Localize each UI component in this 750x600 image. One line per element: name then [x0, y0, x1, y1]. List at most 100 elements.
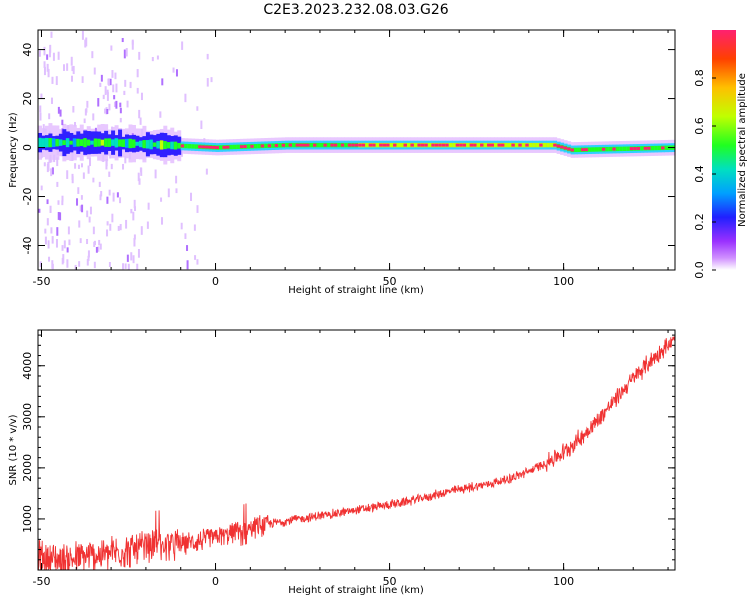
heatmap-cell — [206, 78, 209, 87]
heatmap-cell — [326, 142, 331, 148]
heatmap-cell — [80, 163, 83, 168]
colorbar-ticks: 0.0 0.2 0.4 0.6 0.8 — [693, 69, 716, 279]
heatmap-cell — [250, 144, 255, 148]
heatmap-cell — [344, 142, 349, 148]
y-tick-label: 2000 — [21, 454, 34, 482]
heatmap-cell — [633, 147, 638, 150]
heatmap-cell — [166, 142, 171, 149]
heatmap-cell — [132, 211, 135, 221]
colorbar-tick-label: 0.6 — [693, 117, 706, 135]
heatmap-cell — [123, 90, 126, 96]
heatmap-cell — [83, 118, 86, 124]
heatmap-cell — [79, 238, 82, 244]
heatmap-cell — [511, 143, 516, 147]
heatmap-cell — [382, 143, 387, 147]
colorbar-tick-label: 0.0 — [693, 261, 706, 279]
heatmap-cell — [142, 140, 147, 149]
heatmap-cell — [72, 65, 75, 75]
heatmap-cell — [546, 142, 551, 148]
heatmap-cell — [105, 160, 108, 170]
heatmap-cell — [340, 143, 345, 147]
heatmap-cell — [106, 108, 109, 115]
heatmap-cell — [424, 143, 429, 147]
heatmap-cell — [48, 49, 51, 58]
heatmap-cell — [51, 236, 54, 244]
heatmap-cell — [50, 168, 53, 177]
heatmap-cell — [104, 86, 107, 96]
heatmap-cell — [581, 148, 585, 152]
heatmap-cell — [413, 142, 418, 148]
heatmap-cell — [85, 108, 88, 113]
heatmap-cell — [330, 143, 335, 147]
heatmap-cell — [67, 226, 70, 235]
heatmap-cell — [180, 150, 183, 157]
heatmap-cell — [61, 195, 64, 202]
heatmap-cell — [43, 46, 46, 56]
heatmap-cell — [86, 139, 91, 146]
heatmap-cell — [71, 66, 74, 72]
heatmap-cell — [66, 259, 69, 268]
heatmap-cell — [90, 140, 95, 145]
heatmap-cell — [445, 143, 450, 147]
heatmap-cell — [177, 142, 182, 149]
heatmap-cell — [400, 142, 404, 148]
heatmap-cell — [57, 211, 60, 220]
heatmap-cell — [264, 143, 269, 149]
heatmap-cell — [81, 76, 84, 83]
heatmap-cell — [351, 143, 356, 147]
heatmap-cell — [126, 254, 129, 262]
heatmap-cell — [225, 145, 230, 149]
heatmap-cell — [267, 144, 272, 148]
heatmap-cell — [514, 142, 519, 148]
figure-title: C2E3.2023.232.08.03.G26 — [263, 2, 448, 18]
heatmap-cell — [278, 143, 283, 148]
heatmap-cell — [190, 192, 193, 201]
heatmap-cell — [97, 98, 100, 107]
heatmap-cell — [161, 217, 164, 225]
heatmap-cell — [438, 143, 443, 147]
heatmap-cell — [125, 138, 130, 148]
heatmap-cell — [556, 144, 561, 148]
heatmap-cell — [62, 140, 67, 146]
heatmap-cell — [493, 142, 498, 148]
heatmap-cell — [507, 142, 512, 148]
heatmap-cell — [129, 81, 132, 89]
x-tick-label: 50 — [383, 275, 397, 288]
heatmap-cell — [180, 144, 185, 148]
heatmap-cell — [70, 56, 73, 66]
heatmap-cell — [657, 145, 662, 151]
heatmap-cell — [86, 259, 89, 266]
heatmap-cell — [112, 192, 115, 202]
heatmap-cell — [323, 143, 328, 147]
heatmap-cell — [55, 138, 60, 147]
heatmap-cell — [654, 145, 659, 151]
heatmap-cell — [469, 143, 474, 147]
heatmap-cell — [119, 117, 122, 123]
heatmap-cell — [85, 37, 88, 47]
colorbar-gradient — [712, 30, 736, 270]
heatmap-cell — [128, 138, 133, 149]
y-tick-label: -20 — [21, 188, 34, 206]
heatmap-cell — [151, 56, 154, 62]
heatmap-cell — [309, 142, 314, 148]
heatmap-cell — [76, 198, 79, 206]
heatmap-cell — [312, 143, 317, 147]
heatmap-cell — [152, 142, 157, 147]
heatmap-cell — [615, 146, 620, 152]
heatmap-cell — [51, 138, 56, 148]
heatmap-cell — [98, 239, 101, 246]
x-tick-label: 0 — [212, 275, 219, 288]
heatmap-cell — [302, 143, 307, 147]
heatmap-cell — [212, 145, 217, 149]
heatmap-cell — [130, 208, 133, 214]
spectrogram-marks — [38, 30, 676, 271]
heatmap-cell — [74, 121, 77, 127]
heatmap-cell — [130, 252, 133, 261]
heatmap-cell — [78, 261, 81, 267]
heatmap-cell — [63, 240, 66, 249]
heatmap-cell — [410, 143, 415, 147]
x-tick-label: -50 — [32, 575, 50, 588]
heatmap-cell — [549, 142, 554, 148]
heatmap-cell — [175, 69, 178, 77]
heatmap-cell — [55, 239, 58, 248]
